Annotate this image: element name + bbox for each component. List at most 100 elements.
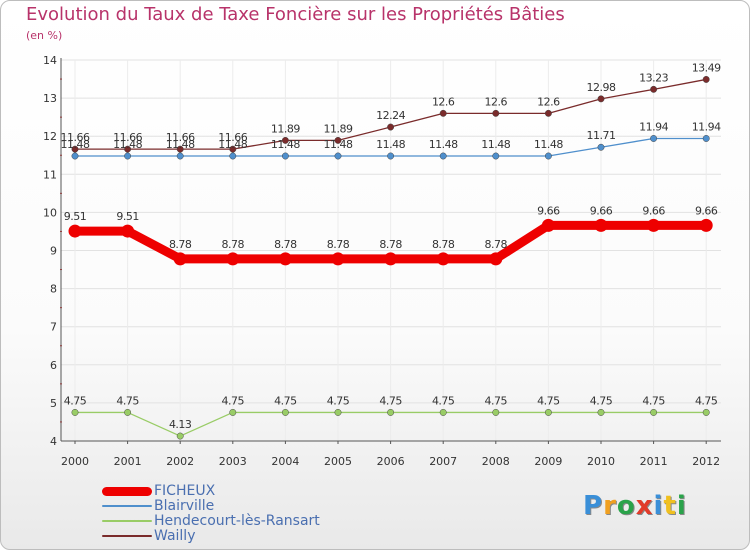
data-point <box>124 152 132 160</box>
data-point <box>702 135 710 142</box>
data-point <box>492 109 500 117</box>
data-label: 11.71 <box>587 129 616 142</box>
data-label: 4.75 <box>274 394 297 407</box>
data-point <box>650 85 658 93</box>
data-labels: 9.51 9.51 8.78 8.78 8.78 8.78 8.78 8.78 8.78 9.66… <box>61 61 722 431</box>
grid <box>61 59 721 442</box>
data-label: 8.78 <box>169 238 192 251</box>
data-label: 4.75 <box>116 394 139 407</box>
data-label: 4.75 <box>379 394 402 407</box>
logo-letter: r <box>603 491 617 521</box>
data-label: 11.48 <box>481 138 510 151</box>
data-label: 4.75 <box>485 394 508 407</box>
data-point <box>492 152 500 160</box>
data-label: 9.51 <box>116 210 139 223</box>
logo-letter: P <box>583 491 604 521</box>
data-label: 11.48 <box>534 138 563 151</box>
y-tick-label: 7 <box>50 321 57 334</box>
x-tick-label: 2006 <box>377 455 405 468</box>
x-tick-label: 2003 <box>219 455 247 468</box>
y-tick-label: 14 <box>43 54 57 67</box>
data-point <box>439 152 447 160</box>
data-label: 11.48 <box>166 138 195 151</box>
data-point <box>281 152 289 160</box>
data-point <box>387 152 395 160</box>
data-point <box>544 152 552 160</box>
logo-letter: t <box>663 491 677 521</box>
x-tick-label: 2012 <box>692 455 720 468</box>
data-point <box>439 109 447 117</box>
data-point <box>387 408 395 416</box>
data-point <box>71 152 79 160</box>
data-point <box>281 408 289 416</box>
data-point <box>334 408 342 416</box>
data-label: 12.6 <box>485 95 508 108</box>
data-point <box>71 408 79 416</box>
data-point <box>176 432 184 440</box>
data-point <box>384 252 398 266</box>
y-unit-label: (en %) <box>26 29 63 42</box>
data-point <box>544 109 552 117</box>
data-label: 11.66 <box>113 131 142 144</box>
x-tick-label: 2011 <box>640 455 668 468</box>
y-tick-label: 12 <box>43 130 57 143</box>
data-label: 13.49 <box>692 61 721 74</box>
data-point <box>436 252 450 266</box>
data-point <box>331 252 345 266</box>
legend-swatch <box>102 535 152 537</box>
data-label: 4.75 <box>695 394 718 407</box>
data-point <box>702 75 710 83</box>
data-label: 9.66 <box>590 204 613 217</box>
data-label: 12.6 <box>432 95 455 108</box>
data-label: 4.75 <box>642 394 665 407</box>
data-point <box>176 152 184 160</box>
data-point <box>702 408 710 416</box>
data-label: 11.48 <box>113 138 142 151</box>
data-label: 11.66 <box>166 131 195 144</box>
data-point <box>650 135 658 142</box>
legend-label: Hendecourt-lès-Ransart <box>154 513 320 529</box>
x-tick-label: 2000 <box>61 455 89 468</box>
x-tick-label: 2002 <box>166 455 194 468</box>
x-tick-label: 2010 <box>587 455 615 468</box>
data-label: 8.78 <box>222 238 245 251</box>
data-label: 4.75 <box>64 394 87 407</box>
data-label: 11.48 <box>271 138 300 151</box>
data-point <box>439 408 447 416</box>
data-label: 8.78 <box>379 238 402 251</box>
data-point <box>387 123 395 131</box>
data-label: 4.75 <box>590 394 613 407</box>
data-point <box>492 408 500 416</box>
logo-letter: o <box>616 491 636 521</box>
legend-label: FICHEUX <box>154 483 216 499</box>
y-tick-label: 11 <box>43 168 57 181</box>
data-point <box>229 152 237 160</box>
axes: 4 5 6 7 8 9 10 11 12 13 14 2000 2001 2002 2003 2004 2005… <box>43 54 721 468</box>
data-label: 11.48 <box>61 138 90 151</box>
data-label: 11.48 <box>429 138 458 151</box>
data-label: 8.78 <box>485 238 508 251</box>
data-label: 11.66 <box>61 131 90 144</box>
data-point <box>226 252 240 266</box>
legend-swatch <box>102 520 152 522</box>
data-point <box>489 252 503 266</box>
legend-swatch <box>102 486 152 496</box>
x-tick-label: 2007 <box>429 455 457 468</box>
legend-label: Wailly <box>154 528 196 544</box>
data-point <box>541 218 555 232</box>
data-point <box>71 145 79 153</box>
x-tick-label: 2001 <box>114 455 142 468</box>
data-label: 8.78 <box>274 238 297 251</box>
data-label: 11.48 <box>376 138 405 151</box>
data-point <box>597 95 605 103</box>
y-tick-label: 4 <box>50 435 57 448</box>
data-point <box>597 143 605 151</box>
data-point <box>278 252 292 266</box>
data-label: 12.24 <box>376 109 405 122</box>
data-point <box>334 136 342 144</box>
data-label: 11.66 <box>218 131 247 144</box>
data-label: 4.75 <box>537 394 560 407</box>
logo-letter: i <box>676 491 687 521</box>
y-tick-label: 9 <box>50 245 57 258</box>
data-label: 11.48 <box>324 138 353 151</box>
